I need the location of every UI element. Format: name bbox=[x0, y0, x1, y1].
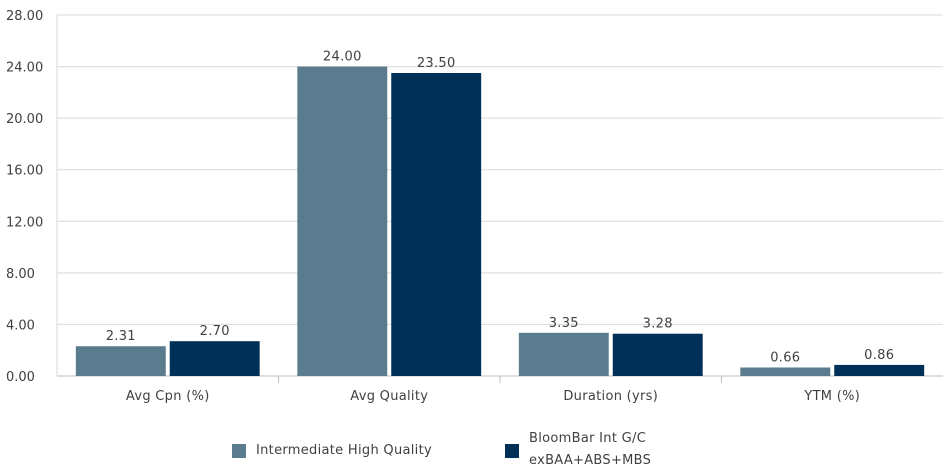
bar-series-2 bbox=[612, 333, 703, 376]
legend: Intermediate High Quality BloomBar Int G… bbox=[0, 428, 945, 468]
data-label: 0.86 bbox=[864, 348, 894, 363]
data-label: 0.66 bbox=[770, 350, 800, 365]
bar-series-1 bbox=[740, 367, 831, 376]
legend-label-series-2: BloomBar Int G/C exBAA+ABS+MBS bbox=[529, 428, 651, 472]
legend-label-series-1: Intermediate High Quality bbox=[256, 443, 432, 458]
y-tick-label: 28.00 bbox=[6, 9, 43, 24]
legend-label-series-2-line-2: exBAA+ABS+MBS bbox=[529, 453, 652, 468]
legend-item-series-1: Intermediate High Quality bbox=[232, 440, 432, 462]
y-tick-label: 12.00 bbox=[6, 215, 43, 230]
data-label: 23.50 bbox=[417, 56, 456, 71]
bar-chart: 0.00 4.00 8.00 12.00 16.00 20.00 24.00 28.00 2.3… bbox=[6, 9, 943, 404]
y-tick-label: 4.00 bbox=[6, 318, 35, 333]
legend-item-series-2: BloomBar Int G/C exBAA+ABS+MBS bbox=[505, 428, 651, 472]
legend-swatch-series-2 bbox=[505, 444, 519, 458]
x-category-label: YTM (%) bbox=[803, 389, 860, 404]
bar-series-1 bbox=[518, 332, 609, 376]
data-label: 2.31 bbox=[106, 329, 136, 344]
legend-swatch-series-1 bbox=[232, 444, 246, 458]
y-tick-label: 0.00 bbox=[6, 370, 35, 385]
x-category-label: Avg Quality bbox=[350, 389, 428, 404]
y-tick-label: 8.00 bbox=[6, 267, 35, 282]
x-category-label: Duration (yrs) bbox=[563, 389, 658, 404]
data-label: 3.28 bbox=[643, 317, 673, 332]
y-tick-label: 20.00 bbox=[6, 112, 43, 127]
y-tick-label: 16.00 bbox=[6, 164, 43, 179]
bar-series-2 bbox=[391, 73, 482, 377]
bar-series-1 bbox=[297, 66, 388, 377]
bar-series-1 bbox=[75, 346, 166, 376]
data-label: 2.70 bbox=[200, 324, 230, 339]
bar-series-2 bbox=[834, 364, 925, 376]
data-label: 3.35 bbox=[549, 316, 579, 331]
y-tick-label: 24.00 bbox=[6, 61, 43, 76]
x-category-label: Avg Cpn (%) bbox=[126, 389, 210, 404]
bar-series-2 bbox=[169, 341, 260, 376]
data-label: 24.00 bbox=[323, 50, 362, 65]
legend-label-series-2-line-1: BloomBar Int G/C bbox=[529, 431, 647, 446]
